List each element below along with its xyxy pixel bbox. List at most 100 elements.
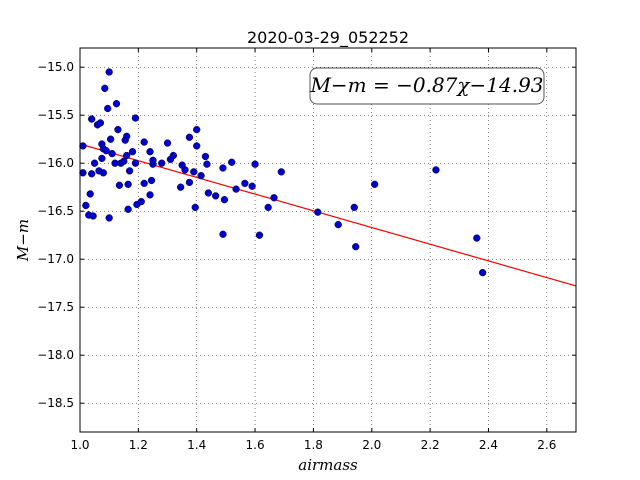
data-point — [181, 166, 189, 174]
plot-frame — [79, 47, 577, 433]
data-point — [193, 142, 201, 150]
data-point — [220, 196, 229, 204]
data-point — [204, 189, 213, 197]
annotation-text: M−m = −0.87χ−14.93 — [309, 73, 543, 97]
axis-ticks: 1.0 1.2 1.4 1.6 1.8 2.0 2.2 2.4 2.6 −15.0 −15.5 −16… — [37, 48, 576, 452]
data-point — [115, 181, 124, 189]
y-tick-label: −17.0 — [37, 252, 74, 266]
data-point — [88, 115, 96, 123]
data-point — [105, 214, 113, 222]
data-point — [193, 125, 201, 134]
data-point — [101, 84, 109, 92]
y-tick-label: −18.5 — [37, 396, 74, 410]
fit-line — [79, 143, 577, 287]
data-point — [79, 142, 87, 150]
data-point — [255, 231, 264, 239]
data-point — [88, 170, 96, 178]
x-tick-label: 1.8 — [304, 438, 323, 452]
y-tick-label: −17.5 — [37, 300, 74, 314]
fit-line-group — [79, 143, 577, 287]
annotation-frame — [309, 67, 545, 105]
data-point — [90, 159, 99, 167]
y-tick-label: −16.0 — [37, 156, 74, 170]
data-point — [114, 125, 122, 134]
data-point — [169, 151, 178, 160]
data-point — [140, 179, 148, 188]
data-point — [124, 205, 132, 213]
data-point — [191, 203, 199, 212]
data-point — [137, 197, 145, 206]
x-tick-label: 1.6 — [246, 438, 265, 452]
data-points — [79, 68, 487, 277]
data-point — [232, 185, 240, 193]
x-axis-label: airmass — [298, 456, 358, 474]
data-point — [96, 119, 105, 127]
data-point — [163, 139, 172, 147]
data-point — [228, 158, 236, 166]
data-point — [147, 176, 156, 185]
data-point — [350, 203, 358, 212]
data-point — [99, 169, 107, 177]
data-point — [125, 167, 134, 175]
data-point — [106, 135, 115, 143]
data-point — [371, 180, 379, 188]
y-tick-label: −16.5 — [37, 204, 74, 218]
data-point — [146, 148, 154, 156]
data-point — [190, 168, 198, 176]
data-point — [241, 179, 249, 188]
x-tick-label: 2.0 — [362, 438, 381, 452]
data-point — [79, 169, 87, 177]
data-point — [124, 180, 132, 188]
x-tick-label: 2.2 — [421, 438, 440, 452]
x-tick-label: 2.4 — [479, 438, 498, 452]
data-point — [146, 191, 154, 199]
grid-lines — [79, 48, 576, 432]
data-point — [177, 183, 185, 191]
data-point — [473, 234, 481, 242]
data-point — [185, 133, 194, 141]
data-point — [131, 159, 140, 167]
data-point — [120, 157, 128, 165]
data-point — [98, 154, 106, 163]
data-point — [314, 208, 322, 216]
data-point — [352, 243, 360, 251]
data-point — [432, 166, 440, 174]
annotation-box: M−m = −0.87χ−14.93 — [309, 67, 545, 105]
data-point — [212, 192, 220, 200]
y-tick-label: −15.0 — [37, 60, 74, 74]
data-point — [203, 160, 211, 168]
data-point — [197, 172, 205, 180]
data-point — [158, 159, 166, 167]
data-point — [128, 148, 137, 156]
data-point — [149, 156, 157, 164]
y-axis-label: M−m — [14, 219, 32, 262]
x-tick-label: 2.6 — [537, 438, 556, 452]
data-point — [104, 104, 112, 113]
data-point — [201, 152, 210, 161]
x-tick-label: 1.2 — [129, 438, 148, 452]
data-point — [219, 230, 227, 238]
data-point — [102, 147, 110, 155]
data-point — [270, 194, 278, 202]
data-point — [86, 190, 94, 198]
data-point — [334, 220, 342, 229]
data-point — [185, 178, 194, 187]
data-point — [108, 149, 116, 158]
data-point — [123, 151, 131, 160]
data-point — [105, 68, 113, 76]
x-tick-label: 1.0 — [70, 438, 89, 452]
data-point — [251, 160, 259, 168]
data-point — [140, 138, 148, 146]
y-tick-label: −18.0 — [37, 348, 74, 362]
data-point — [89, 212, 97, 220]
data-point — [219, 164, 227, 172]
chart-title: 2020-03-29_052252 — [247, 28, 409, 48]
data-point — [478, 268, 487, 277]
data-point — [248, 182, 256, 190]
data-point — [264, 203, 272, 212]
x-tick-label: 1.4 — [187, 438, 206, 452]
data-point — [123, 132, 131, 140]
y-tick-label: −15.5 — [37, 108, 74, 122]
data-point — [131, 114, 140, 122]
